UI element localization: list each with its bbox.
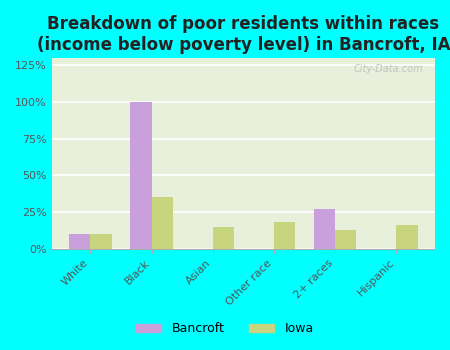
Bar — [213, 227, 234, 248]
Bar — [314, 209, 335, 248]
Bar — [274, 222, 295, 248]
Text: City-Data.com: City-Data.com — [354, 64, 423, 74]
Legend: Bancroft, Iowa: Bancroft, Iowa — [131, 317, 319, 340]
Bar — [152, 197, 173, 248]
Bar — [90, 234, 112, 248]
Bar — [396, 225, 418, 248]
Bar — [130, 102, 152, 248]
Bar — [69, 234, 90, 248]
Bar — [335, 230, 356, 248]
Title: Breakdown of poor residents within races
(income below poverty level) in Bancrof: Breakdown of poor residents within races… — [36, 15, 450, 54]
